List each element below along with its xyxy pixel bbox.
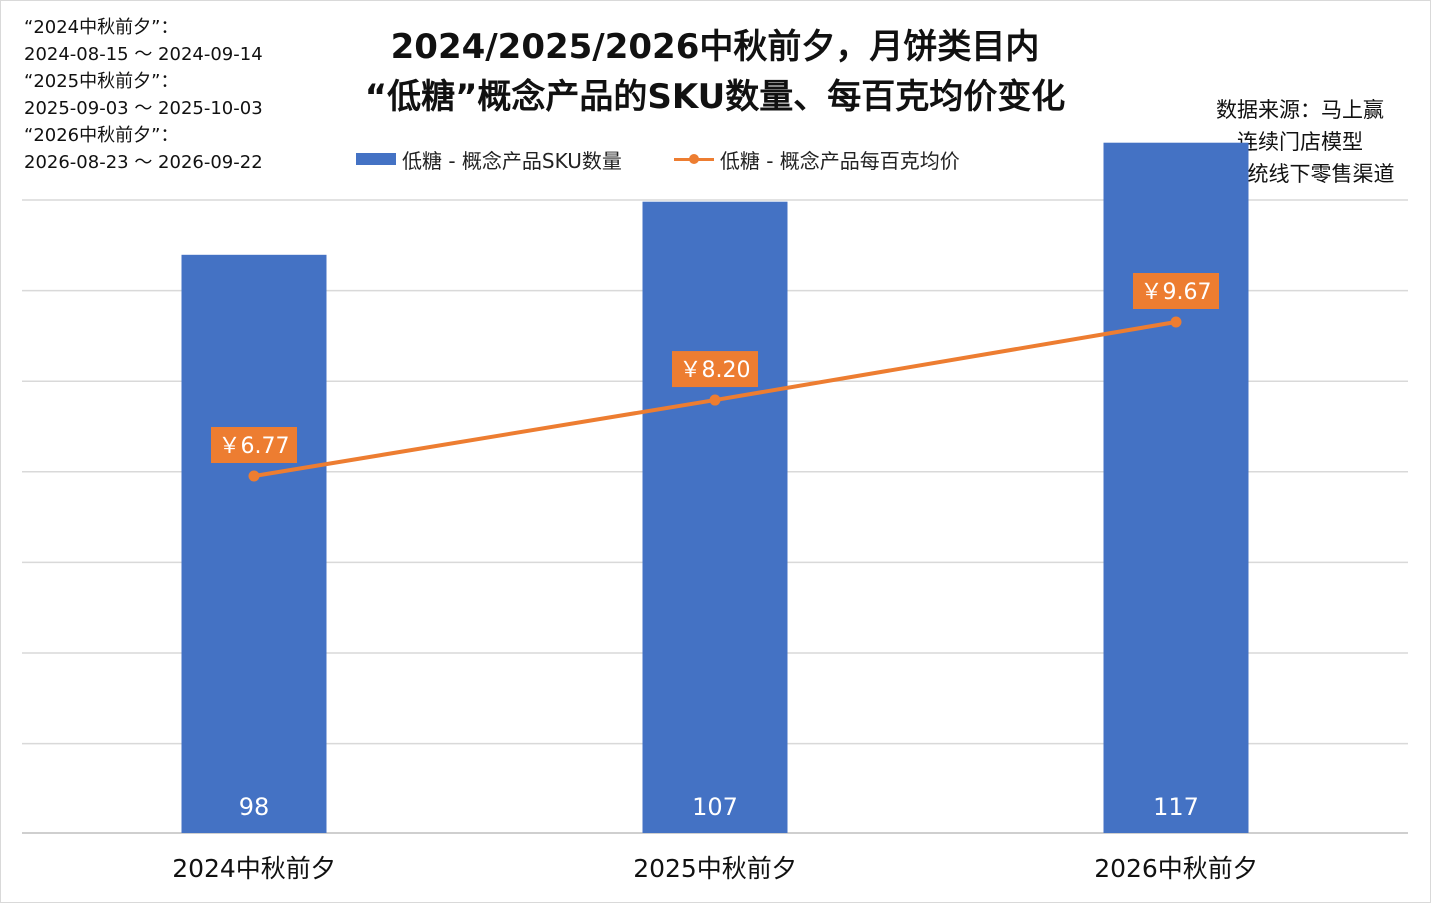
legend-line-swatch xyxy=(673,153,714,165)
legend-label-sku-count: 低糖 - 概念产品SKU数量 xyxy=(402,148,622,173)
avg-price-point xyxy=(1170,316,1182,328)
chart-legend: 低糖 - 概念产品SKU数量 低糖 - 概念产品每百克均价 xyxy=(356,144,960,174)
note-line: “2024中秋前夕”： xyxy=(24,17,179,38)
sku-count-bar xyxy=(642,201,788,833)
note-line: “2026中秋前夕”： xyxy=(24,125,179,146)
legend-label-avg-price: 低糖 - 概念产品每百克均价 xyxy=(719,148,960,173)
chart-title-line-2: “低糖”概念产品的SKU数量、每百克均价变化 xyxy=(364,77,1066,117)
legend-item-sku-count: 低糖 - 概念产品SKU数量 xyxy=(356,145,622,174)
note-line: 2024-08-15 ～ 2024-09-14 xyxy=(24,44,263,65)
price-label: ￥6.77 xyxy=(219,434,290,459)
chart-title-line-1: 2024/2025/2026中秋前夕，月饼类目内 xyxy=(390,27,1040,67)
note-line: 2025-09-03 ～ 2025-10-03 xyxy=(24,98,263,119)
date-range-note: “2024中秋前夕”： 2024-08-15 ～ 2024-09-14 “202… xyxy=(24,14,263,176)
bar-value-label: 117 xyxy=(1153,793,1199,821)
price-label-box xyxy=(1133,273,1219,309)
price-label: ￥8.20 xyxy=(680,358,751,383)
legend-item-avg-price: 低糖 - 概念产品每百克均价 xyxy=(673,145,960,174)
avg-price-point xyxy=(709,394,721,406)
sku-count-bar xyxy=(181,254,327,834)
source-line: 连续门店模型 xyxy=(1237,130,1363,154)
price-label: ￥9.67 xyxy=(1141,280,1212,305)
category-label: 2025中秋前夕 xyxy=(633,854,797,883)
price-label-box xyxy=(672,351,758,388)
avg-price-point xyxy=(248,470,260,482)
sku-count-bar xyxy=(1103,142,1249,833)
price-label-box xyxy=(211,427,297,463)
source-line: 数据来源：马上赢 xyxy=(1216,98,1384,122)
legend-bar-swatch xyxy=(356,153,396,165)
note-line: 2026-08-23 ～ 2026-09-22 xyxy=(24,152,263,173)
bar-value-label: 107 xyxy=(692,793,738,821)
bar-value-label: 98 xyxy=(239,793,270,821)
chart-title: 2024/2025/2026中秋前夕，月饼类目内 “低糖”概念产品的SKU数量、… xyxy=(250,22,1180,122)
category-label: 2026中秋前夕 xyxy=(1094,854,1258,883)
category-label: 2024中秋前夕 xyxy=(172,854,336,883)
note-line: “2025中秋前夕”： xyxy=(24,71,179,92)
data-source-note: 数据来源：马上赢 连续门店模型 仅传统线下零售渠道 xyxy=(1180,94,1420,190)
